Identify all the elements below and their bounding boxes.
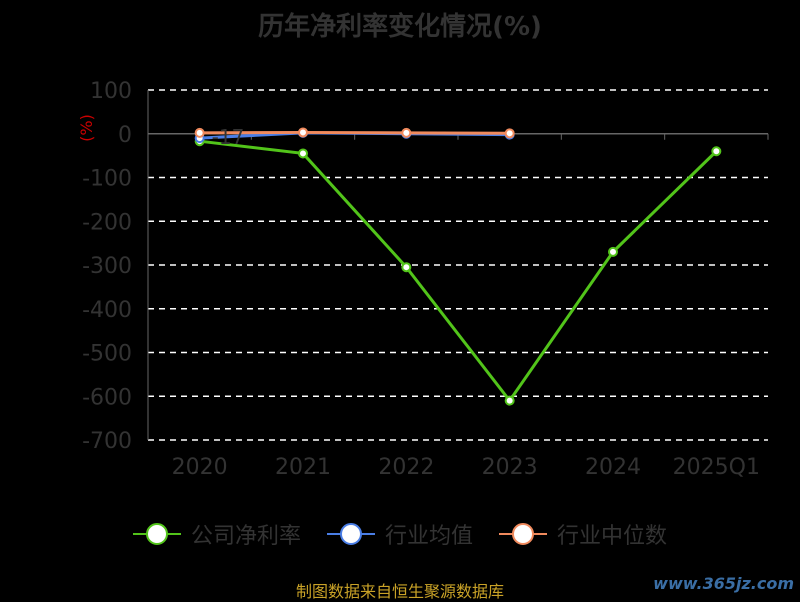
legend-marker-icon (499, 523, 547, 545)
y-tick-label: 0 (118, 123, 132, 148)
series-line (199, 139, 718, 404)
y-tick-label: -300 (82, 254, 132, 279)
chart-title: 历年净利率变化情况(%) (258, 12, 542, 42)
y-axis-label: (%) (77, 114, 96, 142)
data-point (504, 128, 515, 139)
legend: 公司净利率 行业均值 行业中位数 (0, 518, 800, 550)
series-line (199, 130, 510, 135)
legend-label: 行业均值 (384, 524, 473, 549)
data-point (608, 246, 618, 257)
data-point (504, 395, 515, 406)
series-group: -17 (194, 125, 722, 406)
x-tick-label: 2024 (585, 455, 641, 480)
data-point (401, 127, 412, 138)
legend-marker-icon (326, 523, 375, 545)
data-point (298, 127, 308, 138)
x-tick-label: 2020 (172, 455, 228, 480)
source-note: 制图数据来自恒生聚源数据库 (295, 582, 504, 601)
data-point (194, 127, 205, 138)
y-tick-label: -100 (82, 167, 132, 192)
legend-item-industry-mean[interactable]: 行业均值 (326, 518, 473, 550)
legend-label: 公司净利率 (190, 524, 301, 549)
y-axis: 100 0 -100 -200 -300 -400 -500 -600 -700 (82, 79, 149, 454)
x-tick-label: 2025Q1 (673, 455, 760, 480)
x-axis: 2020 2021 2022 2023 2024 2025Q1 (147, 133, 769, 480)
data-label: -17 (212, 125, 245, 149)
data-point (401, 262, 412, 273)
y-tick-label: -500 (82, 342, 132, 367)
legend-item-company[interactable]: 公司净利率 (132, 518, 301, 550)
data-point (711, 146, 722, 157)
legend-marker-icon (132, 523, 181, 545)
y-tick-label: 100 (90, 79, 132, 104)
x-tick-label: 2022 (378, 455, 434, 480)
watermark: www.365jz.com (653, 574, 794, 593)
legend-label: 行业中位数 (557, 524, 668, 549)
legend-item-industry-median[interactable]: 行业中位数 (499, 518, 667, 550)
data-point (298, 148, 308, 159)
x-tick-label: 2021 (275, 455, 331, 480)
y-tick-label: -600 (82, 385, 132, 410)
y-tick-label: -400 (82, 298, 132, 323)
x-tick-label: 2023 (482, 455, 538, 480)
y-tick-label: -700 (82, 429, 132, 454)
y-tick-label: -200 (82, 210, 132, 235)
